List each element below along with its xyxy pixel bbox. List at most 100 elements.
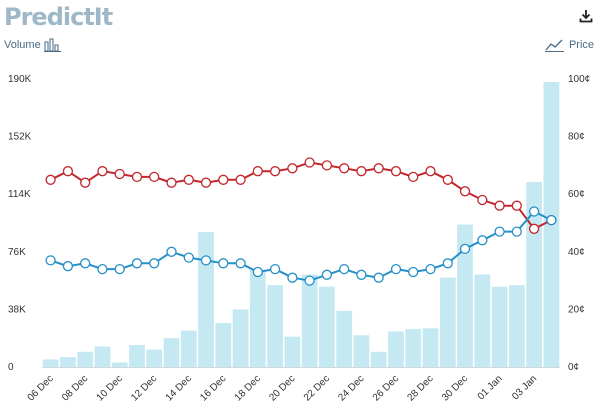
volume-bar[interactable] <box>111 362 128 368</box>
blue-price-point[interactable] <box>166 246 177 257</box>
volume-bar[interactable] <box>42 359 59 367</box>
red-price-point[interactable] <box>425 166 436 177</box>
red-price-point[interactable] <box>321 160 333 171</box>
volume-bar[interactable] <box>319 286 335 367</box>
blue-price-point[interactable] <box>218 258 229 269</box>
volume-bar[interactable] <box>60 357 76 367</box>
red-price-point[interactable] <box>459 186 471 197</box>
blue-price-point[interactable] <box>373 272 384 283</box>
red-price-point[interactable] <box>62 166 74 177</box>
blue-price-point[interactable] <box>304 275 315 286</box>
volume-bar[interactable] <box>405 329 422 367</box>
blue-price-point[interactable] <box>62 261 74 272</box>
blue-price-point[interactable] <box>149 258 160 269</box>
volume-bar[interactable] <box>388 331 404 367</box>
blue-price-point[interactable] <box>408 266 419 278</box>
red-price-point[interactable] <box>114 168 125 180</box>
blue-price-point[interactable] <box>287 272 298 283</box>
blue-price-point[interactable] <box>356 269 367 280</box>
volume-bar[interactable] <box>474 274 491 368</box>
volume-bar[interactable] <box>353 335 370 367</box>
right-tick-label: 40¢ <box>568 247 585 258</box>
red-price-point[interactable] <box>235 174 246 185</box>
red-price-point[interactable] <box>80 177 91 188</box>
red-price-point[interactable] <box>287 163 298 174</box>
blue-price-point[interactable] <box>131 258 143 269</box>
volume-bar[interactable] <box>163 338 180 367</box>
download-button[interactable] <box>578 8 594 24</box>
red-price-point[interactable] <box>166 177 177 188</box>
blue-price-point[interactable] <box>477 235 488 246</box>
red-price-point[interactable] <box>356 166 367 177</box>
price-legend[interactable]: Price <box>544 38 594 52</box>
blue-price-point[interactable] <box>235 258 246 269</box>
red-price-point[interactable] <box>218 174 229 185</box>
red-price-line <box>50 161 552 231</box>
volume-bar[interactable] <box>249 270 266 367</box>
blue-price-point[interactable] <box>425 263 436 275</box>
left-tick-label: 76K <box>8 247 26 258</box>
blue-price-point[interactable] <box>390 263 402 275</box>
red-price-point[interactable] <box>477 194 488 206</box>
red-price-point[interactable] <box>200 177 212 188</box>
red-price-point[interactable] <box>269 166 281 177</box>
x-tick-label: 16 Dec <box>198 373 228 403</box>
volume-bar[interactable] <box>94 346 111 368</box>
blue-price-point[interactable] <box>321 269 333 280</box>
volume-legend[interactable]: Volume <box>4 38 62 52</box>
red-price-point[interactable] <box>390 166 402 177</box>
blue-price-point[interactable] <box>442 258 453 269</box>
red-price-point[interactable] <box>408 171 419 183</box>
price-lines <box>45 157 557 286</box>
blue-price-point[interactable] <box>269 263 281 275</box>
volume-bar[interactable] <box>336 310 353 367</box>
blue-price-point[interactable] <box>252 266 263 278</box>
volume-bar[interactable] <box>146 349 163 367</box>
blue-price-point[interactable] <box>511 226 522 237</box>
volume-bar[interactable] <box>198 232 214 367</box>
red-price-point[interactable] <box>304 157 315 168</box>
red-price-point[interactable] <box>494 200 505 211</box>
volume-bar[interactable] <box>267 285 283 367</box>
blue-price-point[interactable] <box>183 252 194 263</box>
blue-price-point[interactable] <box>80 258 91 269</box>
red-price-point[interactable] <box>183 174 194 185</box>
volume-bar[interactable] <box>180 330 197 367</box>
right-axis: 0¢ 20¢ 40¢ 60¢ 80¢ 100¢ <box>568 74 590 373</box>
volume-bar[interactable] <box>509 285 525 367</box>
volume-bar[interactable] <box>77 351 94 367</box>
volume-bar[interactable] <box>129 345 145 367</box>
red-price-point[interactable] <box>97 166 108 177</box>
red-price-point[interactable] <box>149 171 160 183</box>
red-price-point[interactable] <box>339 163 350 174</box>
volume-bar[interactable] <box>284 336 301 367</box>
volume-bar[interactable] <box>370 351 387 367</box>
red-price-point[interactable] <box>252 166 263 177</box>
blue-price-point[interactable] <box>339 263 350 275</box>
red-price-point[interactable] <box>131 171 143 183</box>
x-tick-label: 01 Jan <box>476 373 505 402</box>
x-tick-label: 08 Dec <box>60 373 90 403</box>
volume-bar[interactable] <box>232 309 249 367</box>
red-price-point[interactable] <box>528 223 540 234</box>
volume-bar[interactable] <box>457 224 473 368</box>
blue-price-point[interactable] <box>45 255 56 266</box>
blue-price-point[interactable] <box>97 263 108 275</box>
blue-price-point[interactable] <box>200 255 212 266</box>
red-price-point[interactable] <box>373 163 384 174</box>
blue-price-point[interactable] <box>494 226 505 237</box>
volume-bar[interactable] <box>491 286 508 367</box>
volume-bar[interactable] <box>422 328 439 367</box>
red-price-point[interactable] <box>442 174 453 185</box>
volume-bar[interactable] <box>215 323 232 367</box>
x-tick-label: 24 Dec <box>336 373 366 403</box>
blue-price-point[interactable] <box>546 214 557 226</box>
blue-price-point[interactable] <box>114 263 125 275</box>
volume-bar[interactable] <box>301 274 318 368</box>
blue-price-point[interactable] <box>459 243 471 255</box>
red-price-point[interactable] <box>511 200 522 211</box>
volume-bar[interactable] <box>439 277 456 367</box>
blue-price-point[interactable] <box>528 206 540 217</box>
red-price-point[interactable] <box>45 174 56 185</box>
logo-text: PredictIt <box>4 3 113 31</box>
